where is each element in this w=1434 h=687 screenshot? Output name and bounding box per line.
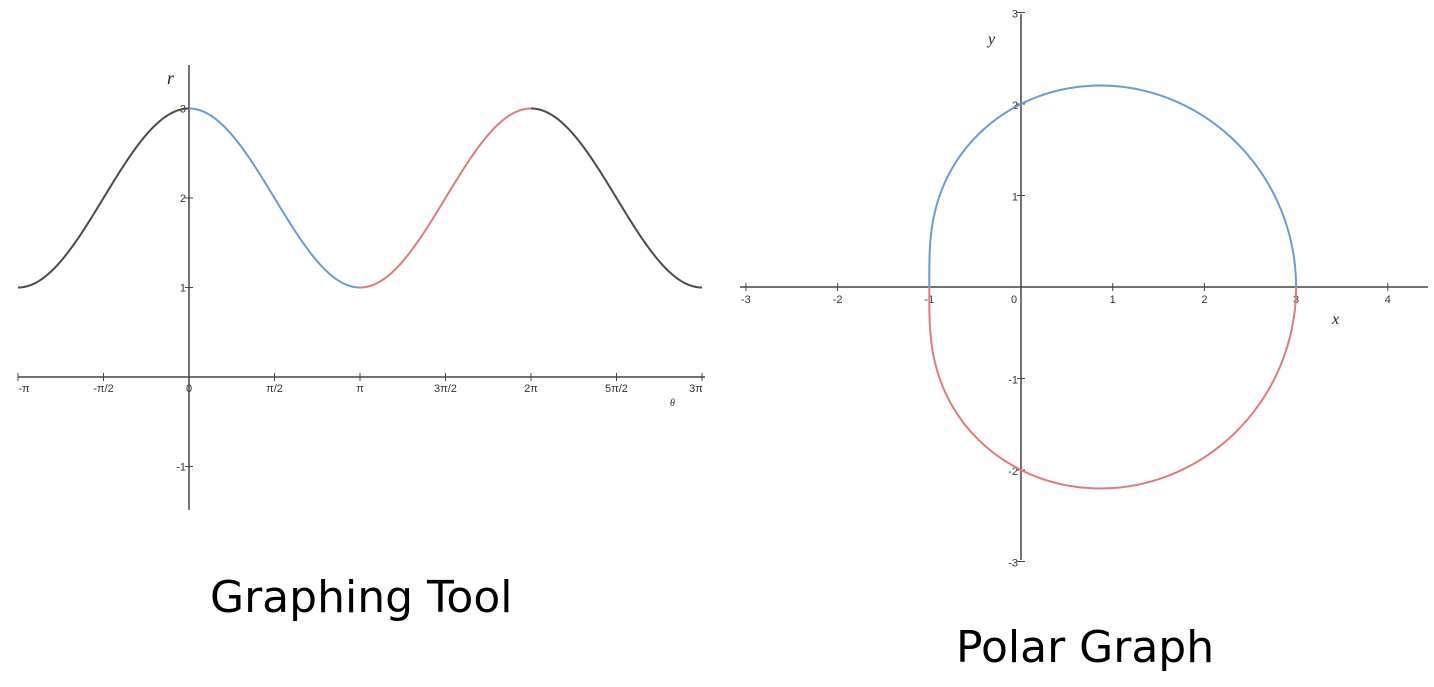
x-tick-label: π	[356, 383, 364, 395]
y-tick-label: 2	[1012, 100, 1018, 112]
y-tick-label: -1	[1008, 375, 1018, 387]
x-tick-label: 5π/2	[605, 383, 628, 395]
x-tick-label: π/2	[266, 383, 283, 395]
x-tick-label: 0	[1011, 294, 1017, 306]
curve-segment	[530, 107, 703, 289]
y-tick-label: 1	[1012, 192, 1018, 204]
curve-segment	[928, 84, 1298, 288]
x-tick-label: 2π	[524, 383, 538, 395]
curve-segment	[359, 107, 532, 289]
curve-segment	[17, 107, 190, 289]
x-tick-label: -3	[741, 294, 751, 306]
y-tick-label: 1	[180, 283, 186, 295]
x-tick-label: 1	[1110, 294, 1116, 306]
x-tick-label: 3π/2	[434, 383, 457, 395]
y-tick-label: -1	[176, 462, 186, 474]
x-tick-label: -2	[833, 294, 843, 306]
y-axis-label: y	[986, 31, 996, 48]
x-axis-label: θ	[670, 398, 675, 409]
x-tick-label: 0	[186, 383, 192, 395]
left-chart-title: Graphing Tool	[210, 572, 513, 623]
x-tick-label: -π/2	[93, 383, 113, 395]
x-tick-label: -π	[18, 383, 30, 395]
y-tick-label: -3	[1008, 558, 1018, 570]
curve-segment	[928, 286, 1298, 490]
right-chart-title: Polar Graph	[956, 622, 1215, 673]
y-tick-label: -2	[1008, 466, 1018, 478]
curve-segment	[188, 107, 361, 289]
y-axis-label: r	[167, 68, 175, 88]
x-axis-label: x	[1331, 311, 1339, 328]
y-tick-label: 2	[180, 193, 186, 205]
x-tick-label: 3π	[689, 383, 703, 395]
x-tick-label: 4	[1385, 294, 1391, 306]
y-tick-label: 3	[1012, 9, 1018, 21]
x-tick-label: 2	[1201, 294, 1207, 306]
